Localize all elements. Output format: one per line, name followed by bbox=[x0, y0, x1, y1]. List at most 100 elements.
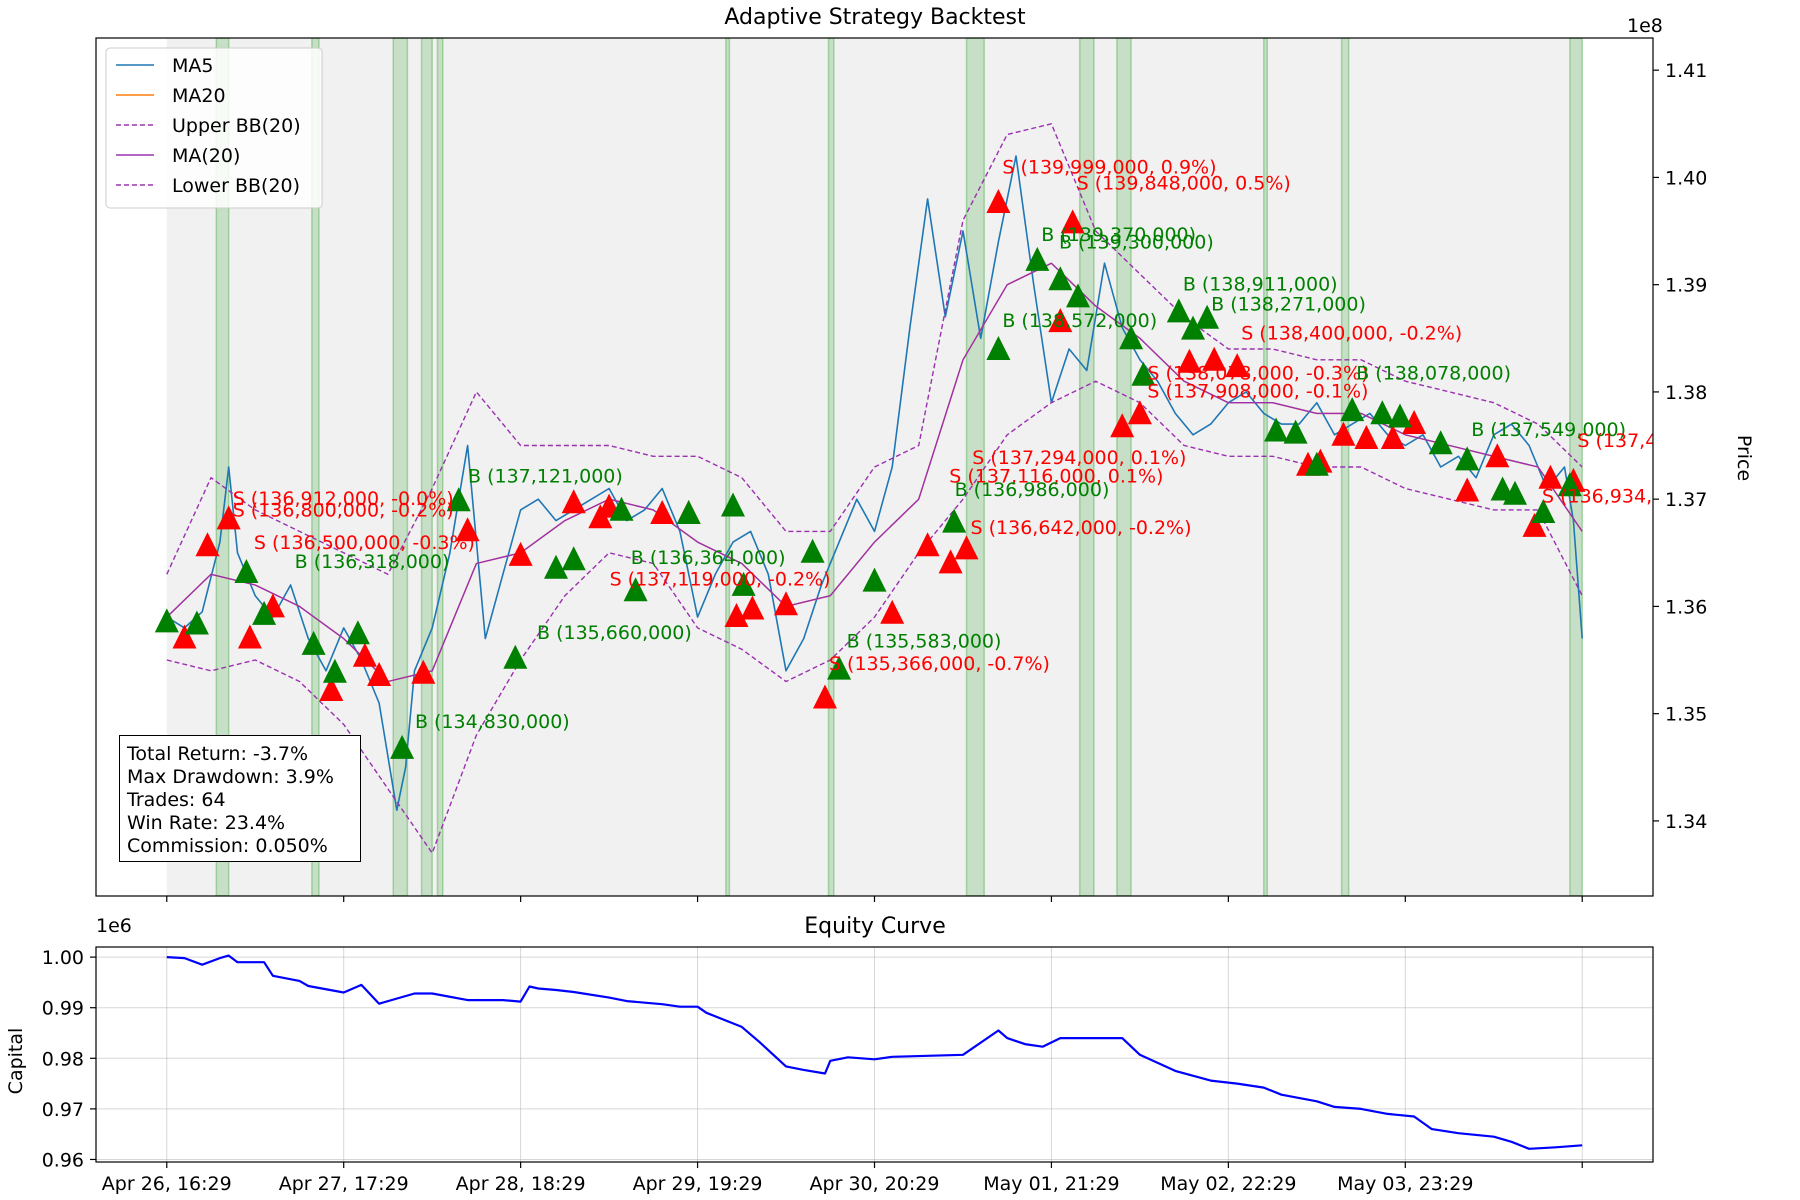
buy-marker bbox=[1048, 266, 1073, 291]
sell-marker bbox=[740, 595, 765, 620]
sell-marker bbox=[1380, 425, 1405, 449]
trade-annotation: B (137,121,000) bbox=[468, 465, 623, 487]
buy-marker bbox=[1066, 283, 1090, 308]
sell-marker bbox=[986, 189, 1011, 213]
trade-annotation: B (138,911,000) bbox=[1183, 273, 1338, 295]
buy-marker bbox=[1557, 472, 1582, 497]
price-y-tick-label: 1.35 bbox=[1665, 704, 1707, 726]
equity-x-tick-label: Apr 29, 19:29 bbox=[633, 1173, 763, 1195]
sell-marker bbox=[1331, 421, 1356, 446]
sell-marker bbox=[1485, 443, 1510, 468]
stat-win-rate: Win Rate: 23.4% bbox=[127, 812, 286, 834]
sell-marker bbox=[352, 642, 377, 667]
trade-annotation: S (137,294,000, 0.1%) bbox=[972, 447, 1186, 469]
sell-marker bbox=[813, 684, 837, 709]
trade-annotation: B (136,318,000) bbox=[295, 551, 450, 573]
sell-marker bbox=[880, 599, 905, 624]
buy-marker bbox=[561, 546, 586, 571]
sell-marker bbox=[1455, 477, 1480, 502]
trade-annotation: S (137,908,000, -0.1%) bbox=[1147, 381, 1368, 403]
sell-marker bbox=[319, 677, 344, 701]
equity-chart-title: Equity Curve bbox=[804, 914, 945, 939]
buy-marker bbox=[942, 508, 967, 533]
price-y-tick-label: 1.38 bbox=[1665, 382, 1707, 404]
buy-marker bbox=[184, 610, 209, 635]
buy-marker bbox=[862, 567, 887, 592]
highlight-region bbox=[311, 38, 320, 896]
sell-marker bbox=[938, 549, 963, 574]
trade-annotation: B (135,660,000) bbox=[537, 622, 692, 644]
buy-marker bbox=[301, 630, 326, 655]
equity-x-tick-label: Apr 26, 16:29 bbox=[102, 1173, 232, 1195]
sell-marker bbox=[172, 624, 197, 649]
buy-marker bbox=[1455, 446, 1480, 471]
buy-marker bbox=[544, 554, 568, 579]
trade-annotation: B (139,370,000) bbox=[1041, 224, 1196, 246]
trade-annotation: S (135,366,000, -0.7%) bbox=[829, 653, 1050, 675]
trade-annotation: B (136,986,000) bbox=[955, 479, 1110, 501]
price-chart-title: Adaptive Strategy Backtest bbox=[724, 5, 1026, 30]
buy-marker bbox=[390, 734, 415, 759]
buy-marker bbox=[1340, 397, 1365, 422]
trade-annotation: B (135,583,000) bbox=[847, 630, 1002, 652]
sell-marker bbox=[1522, 512, 1547, 537]
buy-marker bbox=[827, 655, 852, 680]
equity-y-tick-label: 0.98 bbox=[42, 1048, 84, 1070]
trade-annotation: S (136,912,000, -0.0%) bbox=[233, 488, 454, 510]
sell-marker bbox=[915, 532, 940, 557]
price-chart-panel: Adaptive Strategy Backtest 1e8 Price S (… bbox=[95, 5, 1763, 902]
ma5-line bbox=[166, 155, 1583, 811]
sell-marker bbox=[1225, 353, 1250, 378]
highlight-region bbox=[725, 38, 731, 896]
trade-annotation: S (139,848,000, 0.5%) bbox=[1077, 173, 1291, 195]
sell-marker bbox=[774, 591, 798, 616]
buy-marker bbox=[800, 538, 825, 563]
buy-marker bbox=[1264, 417, 1289, 442]
highlight-region bbox=[1263, 38, 1269, 896]
stat-commission: Commission: 0.050% bbox=[127, 835, 328, 857]
trade-annotation: S (139,999,000, 0.9%) bbox=[1002, 156, 1216, 178]
trade-annotation: B (138,078,000) bbox=[1356, 362, 1511, 384]
price-y-tick-label: 1.41 bbox=[1665, 60, 1707, 82]
sell-marker bbox=[1202, 346, 1227, 371]
buy-marker bbox=[1119, 325, 1144, 350]
upper-bb-20-line bbox=[166, 123, 1583, 575]
equity-y-tick-label: 1.00 bbox=[42, 947, 84, 969]
buy-marker bbox=[446, 487, 471, 512]
trade-annotation: S (137,116,000, 0.1%) bbox=[949, 465, 1163, 487]
stat-trades: Trades: 64 bbox=[127, 789, 226, 811]
sell-marker bbox=[1177, 348, 1202, 373]
buy-marker bbox=[345, 620, 370, 645]
trade-annotation: S (138,078,000, -0.3%) bbox=[1147, 362, 1368, 384]
buy-marker bbox=[676, 500, 701, 524]
lower-bb-20-line bbox=[166, 380, 1583, 854]
trade-annotation: B (138,271,000) bbox=[1211, 294, 1366, 316]
sell-marker bbox=[724, 603, 749, 627]
equity-x-tick-label: May 01, 21:29 bbox=[983, 1173, 1119, 1195]
trade-annotation: B (137,549,000) bbox=[1471, 419, 1626, 441]
price-y-tick-label: 1.39 bbox=[1665, 275, 1707, 297]
legend-box bbox=[105, 47, 323, 209]
highlight-region bbox=[392, 38, 409, 896]
sell-marker bbox=[1060, 209, 1085, 234]
buy-marker bbox=[609, 496, 634, 521]
price-y-tick-label: 1.36 bbox=[1665, 596, 1707, 618]
trade-annotation: S (136,934,000, -0.3%) bbox=[1542, 486, 1763, 508]
sell-marker bbox=[1127, 400, 1152, 425]
sell-marker bbox=[1048, 308, 1073, 333]
price-y-tick-label: 1.37 bbox=[1665, 489, 1707, 511]
legend-label: Lower BB(20) bbox=[172, 175, 300, 197]
equity-axis-offset-label: 1e6 bbox=[96, 915, 132, 937]
sell-marker bbox=[508, 541, 533, 566]
equity-x-tick-label: Apr 30, 20:29 bbox=[810, 1173, 940, 1195]
price-y-tick-label: 1.34 bbox=[1665, 811, 1707, 833]
stat-max-drawdown: Max Drawdown: 3.9% bbox=[127, 766, 334, 788]
highlight-region bbox=[1078, 38, 1095, 896]
buy-marker bbox=[1388, 403, 1412, 428]
equity-axis-label: Capital bbox=[5, 1028, 27, 1095]
sell-marker bbox=[1538, 464, 1563, 489]
equity-line bbox=[166, 954, 1583, 1150]
buy-marker bbox=[1370, 400, 1395, 425]
equity-y-tick-label: 0.97 bbox=[42, 1099, 84, 1121]
